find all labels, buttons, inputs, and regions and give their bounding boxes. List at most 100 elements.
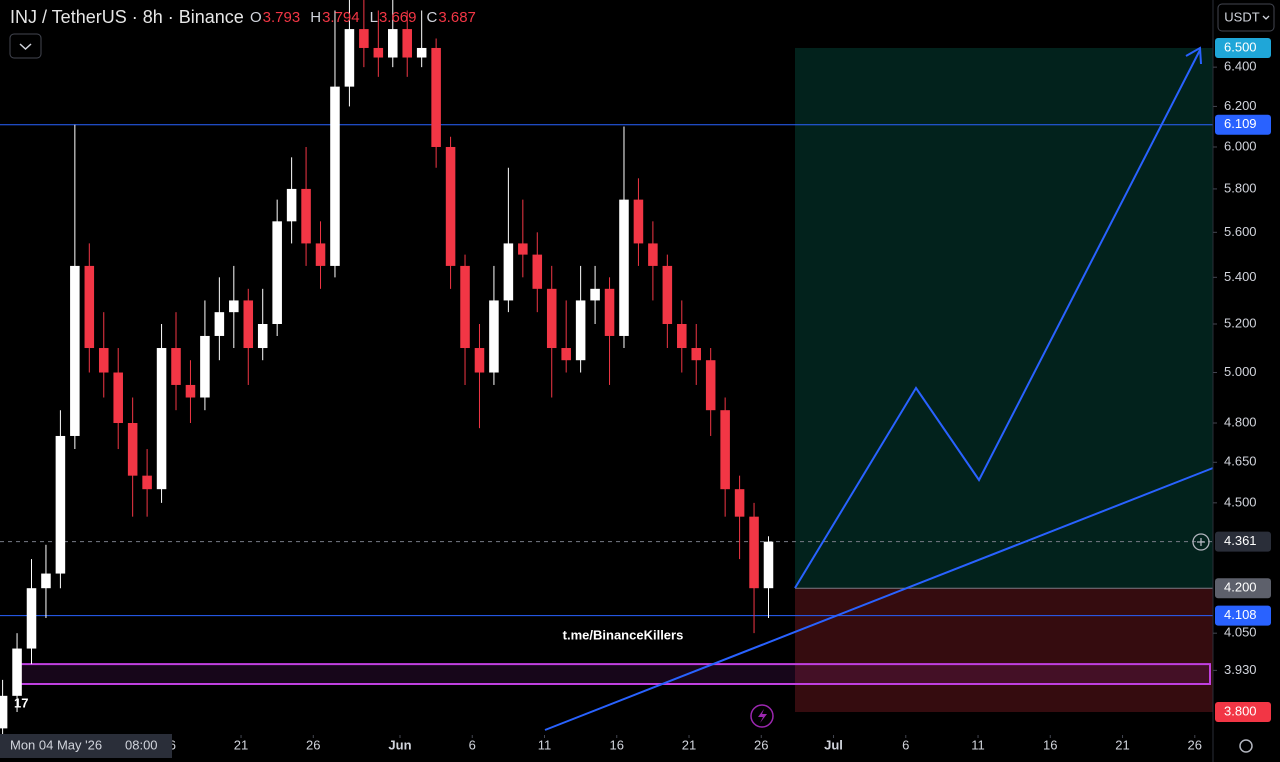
- support-zone: [19, 663, 1211, 685]
- candle-body: [474, 348, 485, 373]
- candle-body: [301, 188, 311, 244]
- overlay: 6.400 6.200 6.000 5.800 5.600 5.400 5.200 5.000…: [162, 0, 1280, 762]
- candle-body: [70, 265, 80, 436]
- candle-body: [55, 435, 66, 574]
- x-tick-label: 26: [1188, 737, 1202, 752]
- watermark: t.me/BinanceKillers: [563, 627, 684, 642]
- crosshair-date: Mon 04 May '26: [10, 737, 102, 752]
- x-tick-label: 21: [682, 737, 696, 752]
- y-tick-label: 5.200: [1224, 315, 1257, 330]
- plot-area: [0, 0, 1213, 745]
- candle-body: [315, 243, 326, 266]
- y-tick-label: 5.600: [1224, 224, 1257, 239]
- price-badge-label: 6.109: [1224, 116, 1257, 131]
- price-badge-label: 4.200: [1224, 580, 1257, 595]
- candle-body: [445, 146, 456, 266]
- candle-body: [677, 324, 687, 349]
- price-badge: [1215, 114, 1271, 135]
- candle-body: [243, 300, 254, 349]
- y-tick-label: 6.400: [1224, 59, 1257, 74]
- candle-body: [489, 300, 499, 373]
- candle-body: [720, 410, 730, 490]
- ohlc-readout: O 3.793 H 3.794 L 3.669 C 3.687: [250, 9, 476, 26]
- symbol: INJ / TetherUS · 8h · Binance: [10, 7, 244, 27]
- candle-body: [286, 188, 297, 222]
- settings-icon[interactable]: [1239, 739, 1253, 753]
- y-tick-label: 4.050: [1224, 625, 1257, 640]
- y-tick-label: 5.000: [1224, 364, 1257, 379]
- candle-body: [142, 475, 152, 490]
- ohlc-key: H: [310, 9, 321, 26]
- candle-body: [156, 348, 167, 490]
- candle-body: [257, 324, 268, 349]
- y-tick-label: 4.650: [1224, 454, 1257, 469]
- price-badge: [1215, 578, 1271, 599]
- candle-body: [344, 29, 355, 87]
- currency-button[interactable]: [1217, 3, 1275, 32]
- candle-body: [41, 573, 51, 589]
- arrow-head: [1185, 46, 1202, 65]
- add-button[interactable]: [1192, 533, 1210, 551]
- candle-body: [214, 312, 225, 336]
- candle-body: [604, 288, 615, 336]
- candle-body: [734, 489, 745, 517]
- candle-body: [373, 47, 384, 58]
- candle-body: [272, 221, 282, 325]
- candle-body: [359, 29, 369, 48]
- plus: [1197, 538, 1205, 546]
- candle-body: [431, 47, 441, 147]
- chevron: [19, 43, 32, 51]
- ohlc-key: O: [250, 9, 262, 26]
- candle-body: [127, 423, 138, 476]
- candle-body: [763, 541, 774, 589]
- tv-logo: 17: [14, 695, 28, 710]
- candle-body: [662, 265, 673, 325]
- x-tick-label: 11: [971, 737, 985, 752]
- x-tick-label: 16: [610, 737, 624, 752]
- candle-body: [0, 695, 8, 729]
- candle-body: [229, 300, 239, 313]
- x-tick-label: Jul: [824, 737, 843, 752]
- x-tick-label: 21: [234, 737, 248, 752]
- price-badge: [1215, 605, 1271, 626]
- price-badge-label: 4.108: [1224, 607, 1257, 622]
- ohlc-key: L: [370, 9, 378, 26]
- trend-line: [544, 467, 1214, 731]
- projection-arrow: [794, 49, 1201, 589]
- ohlc-value: 3.687: [438, 9, 476, 26]
- candle-body: [402, 29, 412, 58]
- x-tick-label: 11: [538, 737, 552, 752]
- x-tick-label: 26: [754, 737, 768, 752]
- candle-body: [200, 335, 210, 398]
- candle-body: [388, 29, 398, 58]
- chevron: [1262, 15, 1270, 20]
- candle-body: [98, 348, 109, 373]
- candle-body: [575, 300, 586, 361]
- candle-body: [546, 288, 557, 349]
- collapse-button[interactable]: [9, 33, 42, 59]
- candle-body: [590, 288, 600, 301]
- y-tick-label: 6.200: [1224, 98, 1257, 113]
- candle-body: [12, 648, 22, 696]
- candle-body: [416, 47, 427, 58]
- candle-body: [113, 372, 123, 424]
- candle-body: [26, 588, 37, 649]
- price-badge: [1215, 37, 1271, 58]
- candle-body: [749, 516, 759, 589]
- candle-body: [518, 243, 528, 255]
- target-zone: [795, 47, 1213, 589]
- price-axis: [1213, 0, 1280, 762]
- candle-body: [619, 199, 629, 336]
- candle-body: [691, 348, 702, 361]
- price-badge: [1215, 702, 1271, 723]
- y-tick-label: 5.800: [1224, 180, 1257, 195]
- candle-body: [633, 199, 644, 244]
- y-tick-label: 6.000: [1224, 138, 1257, 153]
- date-badge: [0, 734, 172, 758]
- candle-body: [171, 348, 181, 385]
- y-tick-label: 4.800: [1224, 414, 1257, 429]
- y-tick-label: 4.500: [1224, 494, 1257, 509]
- alert-icon[interactable]: [750, 704, 774, 728]
